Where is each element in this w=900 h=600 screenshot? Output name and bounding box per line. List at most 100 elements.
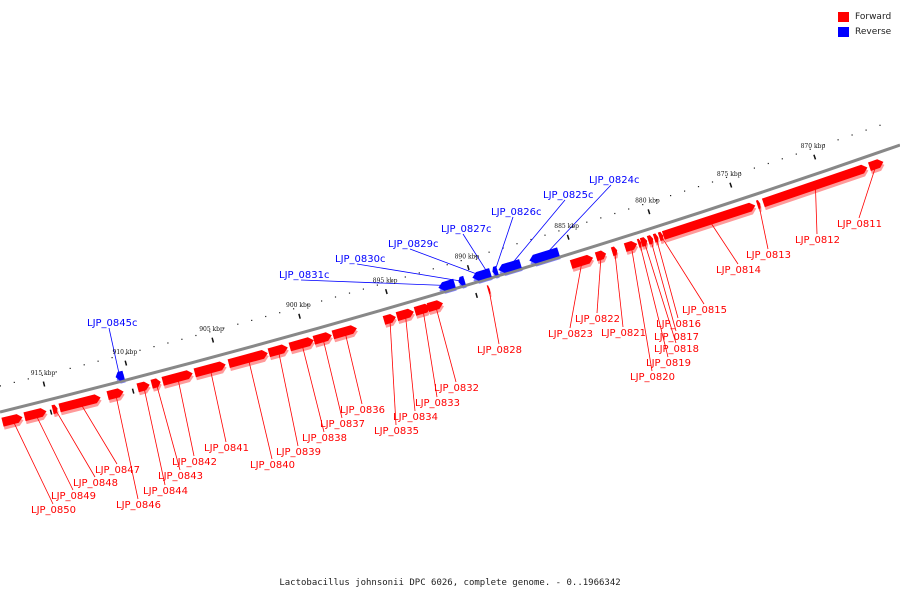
label-leader [488, 289, 500, 345]
scale-dot [376, 284, 378, 286]
gene-label: LJP_0820 [630, 372, 675, 383]
label-leader [422, 309, 438, 398]
forward-swatch [838, 11, 849, 22]
label-leader [643, 241, 677, 344]
kbp-tick-upper [384, 288, 388, 295]
gene-arrow [267, 344, 288, 358]
scale-dot [307, 304, 309, 306]
label-leader [209, 368, 227, 443]
gene-label: LJP_0817 [654, 332, 699, 343]
scale-dot [279, 312, 281, 314]
scale-dot [516, 243, 518, 245]
label-leader [758, 204, 769, 250]
gene-label: LJP_0841 [204, 443, 249, 454]
scale-dot [432, 268, 434, 270]
scale-dot [251, 319, 253, 321]
legend: Forward Reverse [838, 9, 891, 39]
kbp-label: 895 kbp [373, 278, 398, 285]
gene-label: LJP_0848 [73, 478, 118, 489]
gene-label: LJP_0843 [158, 471, 203, 482]
scale-dot [195, 334, 197, 337]
scale-dot [851, 134, 853, 136]
gene-arrow [193, 361, 226, 378]
gene-label: LJP_0821 [601, 328, 646, 339]
label-leader [35, 413, 74, 491]
scale-dot [27, 378, 29, 380]
gene-arrow [438, 278, 456, 291]
kbp-label: 905 kbp [199, 326, 224, 333]
gene-labels: LJP_0811 LJP_0812 LJP_0813 LJP_0814 LJP_0815… [31, 175, 882, 516]
gene-label: LJP_0835 [374, 426, 419, 437]
gene-label: LJP_0818 [654, 344, 699, 355]
gene-arrow [458, 275, 466, 286]
gene-arrow [761, 164, 868, 208]
gene-arrow [288, 337, 314, 352]
legend-forward: Forward [838, 9, 891, 24]
scale-dot [642, 204, 644, 206]
gene-arrow [227, 350, 268, 368]
scale-dot [223, 327, 225, 329]
scale-dot [125, 353, 127, 355]
scale-dot [460, 260, 462, 262]
label-leader [79, 402, 118, 465]
label-leader [462, 233, 489, 274]
legend-forward-label: Forward [855, 11, 892, 22]
gene-arrow [413, 303, 431, 316]
gene-label: LJP_0832 [434, 383, 479, 394]
gene-label: LJP_0834 [393, 412, 438, 423]
scale-dot [293, 308, 295, 310]
scale-dot [600, 217, 602, 219]
scale-dot [404, 276, 406, 278]
label-leader [300, 279, 447, 286]
kbp-tick-upper [566, 234, 570, 240]
kbp-label: 870 kbp [801, 143, 826, 150]
kbp-tick-upper [729, 182, 733, 188]
gene-label: LJP_0830c [335, 254, 386, 265]
kbp-label: 900 kbp [286, 302, 311, 309]
label-leader [435, 305, 457, 383]
gene-arrow [472, 268, 490, 281]
kbp-tick-upper [813, 154, 817, 160]
legend-reverse: Reverse [838, 24, 891, 39]
label-leader [389, 318, 397, 426]
kbp-label: 910 kbp [113, 349, 138, 356]
scale-dot [809, 148, 811, 150]
genome-backbone [0, 143, 900, 414]
gene-label: LJP_0840 [250, 460, 295, 471]
scale-dot [572, 226, 574, 228]
gene-arrow [594, 250, 607, 262]
gene-arrow [426, 300, 443, 312]
scale-dot [334, 296, 337, 298]
scale-dot [167, 342, 169, 344]
scale-dot [670, 195, 672, 197]
label-leader [322, 337, 343, 419]
label-leader [630, 245, 653, 372]
scale-dot [879, 124, 881, 126]
scale-dots [0, 124, 881, 387]
gene-label: LJP_0846 [116, 500, 161, 511]
label-leader [155, 382, 181, 471]
kbp-tick-upper [211, 337, 215, 343]
gene-label: LJP_0828 [477, 345, 522, 356]
label-leader [650, 239, 677, 332]
scale-dot [823, 144, 825, 146]
gene-label: LJP_0811 [837, 219, 882, 230]
scale-dot [753, 167, 755, 169]
gene-arrow [868, 159, 884, 171]
scale-dot [488, 251, 490, 253]
gene-arrow [51, 404, 58, 415]
gene-label: LJP_0825c [543, 190, 594, 201]
gene-arrow [610, 246, 618, 257]
kbp-tick-lower [49, 409, 53, 415]
gene-label: LJP_0831c [279, 270, 330, 281]
gene-arrow [569, 254, 594, 269]
scale-dot [586, 221, 588, 223]
gene-label: LJP_0819 [646, 358, 691, 369]
label-leader [655, 237, 679, 319]
scale-dot [390, 280, 392, 282]
label-leader [177, 377, 195, 457]
label-leader [301, 343, 325, 433]
label-leader [660, 235, 705, 305]
label-leader [708, 220, 739, 265]
scale-dot [656, 199, 658, 201]
